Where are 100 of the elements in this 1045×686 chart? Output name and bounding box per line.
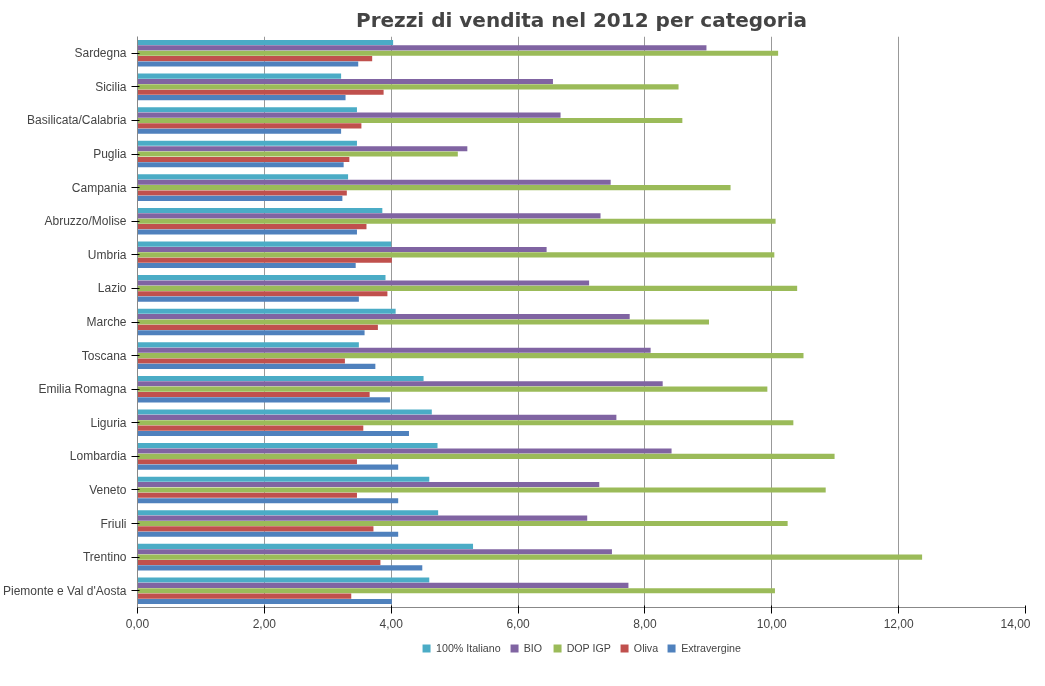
bar xyxy=(137,386,768,392)
x-tick-label: 0,00 xyxy=(125,616,150,631)
bar xyxy=(137,241,392,247)
bar xyxy=(137,207,383,214)
bar xyxy=(137,459,357,465)
y-tick-label: Lombardia xyxy=(69,449,127,464)
bar xyxy=(137,554,923,560)
bar xyxy=(137,330,365,336)
bar xyxy=(137,482,600,488)
bar xyxy=(137,252,775,258)
bar xyxy=(137,448,672,454)
y-tick-label: Puglia xyxy=(93,147,127,162)
bar xyxy=(137,363,376,369)
x-tick-label: 4,00 xyxy=(379,616,404,631)
legend-label: Oliva xyxy=(633,642,659,654)
bar xyxy=(137,342,359,348)
bar xyxy=(137,531,399,537)
y-tick-label: Lazio xyxy=(97,281,127,296)
bar xyxy=(137,577,430,583)
bar xyxy=(137,291,388,297)
y-tick-label: Sardegna xyxy=(74,46,127,61)
bar xyxy=(137,543,474,549)
bar xyxy=(137,526,374,532)
bar xyxy=(137,112,561,118)
bar xyxy=(137,492,357,498)
x-tick-label: 12,00 xyxy=(883,616,914,631)
y-tick-label: Veneto xyxy=(89,482,127,497)
bar xyxy=(137,464,399,470)
x-tick-label: 14,00 xyxy=(1000,616,1031,631)
bar xyxy=(137,246,547,252)
bar xyxy=(137,308,396,314)
legend-label: Extravergine xyxy=(681,642,741,654)
y-tick-label: Sicilia xyxy=(95,79,127,94)
bar xyxy=(137,487,826,493)
bar xyxy=(137,443,438,449)
bar xyxy=(137,213,601,219)
bar xyxy=(137,61,359,67)
bar xyxy=(137,263,356,269)
bar xyxy=(137,588,775,594)
bar xyxy=(137,559,381,566)
bar xyxy=(137,319,709,325)
bar xyxy=(137,510,439,516)
bar xyxy=(137,358,345,364)
bar xyxy=(137,224,367,230)
bar xyxy=(137,498,399,504)
bar xyxy=(137,375,424,381)
bar xyxy=(137,515,588,521)
bar xyxy=(137,185,731,191)
y-tick-label: Friuli xyxy=(100,516,127,531)
bar xyxy=(137,275,386,281)
bar xyxy=(137,565,423,571)
bar xyxy=(137,453,835,459)
bar xyxy=(137,123,362,129)
bar xyxy=(137,392,370,398)
bar xyxy=(137,128,342,134)
legend-label: DOP IGP xyxy=(566,642,611,654)
bar xyxy=(137,549,612,555)
x-tick-label: 6,00 xyxy=(506,616,531,631)
y-tick-label: Umbria xyxy=(87,247,127,262)
y-tick-label: Marche xyxy=(86,315,127,329)
bar xyxy=(137,89,384,95)
legend-label: BIO xyxy=(523,642,543,654)
bar xyxy=(137,430,409,437)
y-tick-label: Emilia Romagna xyxy=(38,382,127,397)
bar xyxy=(137,156,350,162)
bar xyxy=(137,296,359,302)
y-tick-label: Piemonte e Val d'Aosta xyxy=(3,583,127,598)
bar xyxy=(137,140,357,146)
bar xyxy=(137,73,342,79)
y-tick-label: Basilicata/Calabria xyxy=(27,113,127,128)
y-tick-label: Campania xyxy=(71,180,127,195)
bar xyxy=(137,195,343,201)
bar xyxy=(137,582,629,588)
bar xyxy=(137,107,357,113)
bar xyxy=(137,476,430,482)
bar xyxy=(137,39,394,46)
bar xyxy=(137,324,378,330)
legend-label: 100% Italiano xyxy=(436,642,501,654)
y-tick-label: Toscana xyxy=(81,348,127,363)
bar xyxy=(137,84,679,90)
bar xyxy=(137,218,776,224)
bar xyxy=(137,95,346,101)
bar xyxy=(137,314,630,320)
x-tick-label: 8,00 xyxy=(633,616,657,631)
x-tick-label: 2,00 xyxy=(252,616,277,631)
bar xyxy=(137,179,611,185)
bar xyxy=(137,353,804,359)
chart-title: Prezzi di vendita nel 2012 per categoria xyxy=(355,7,808,32)
bar xyxy=(137,285,798,291)
bar xyxy=(137,151,458,157)
y-tick-label: Abruzzo/Molise xyxy=(44,214,127,229)
bar xyxy=(137,117,683,124)
bar xyxy=(137,598,392,605)
bar xyxy=(137,409,432,415)
bar xyxy=(137,257,392,263)
bar xyxy=(137,56,373,62)
bar xyxy=(137,78,553,85)
bar xyxy=(137,520,788,527)
bar xyxy=(137,347,651,353)
bar xyxy=(137,146,468,152)
